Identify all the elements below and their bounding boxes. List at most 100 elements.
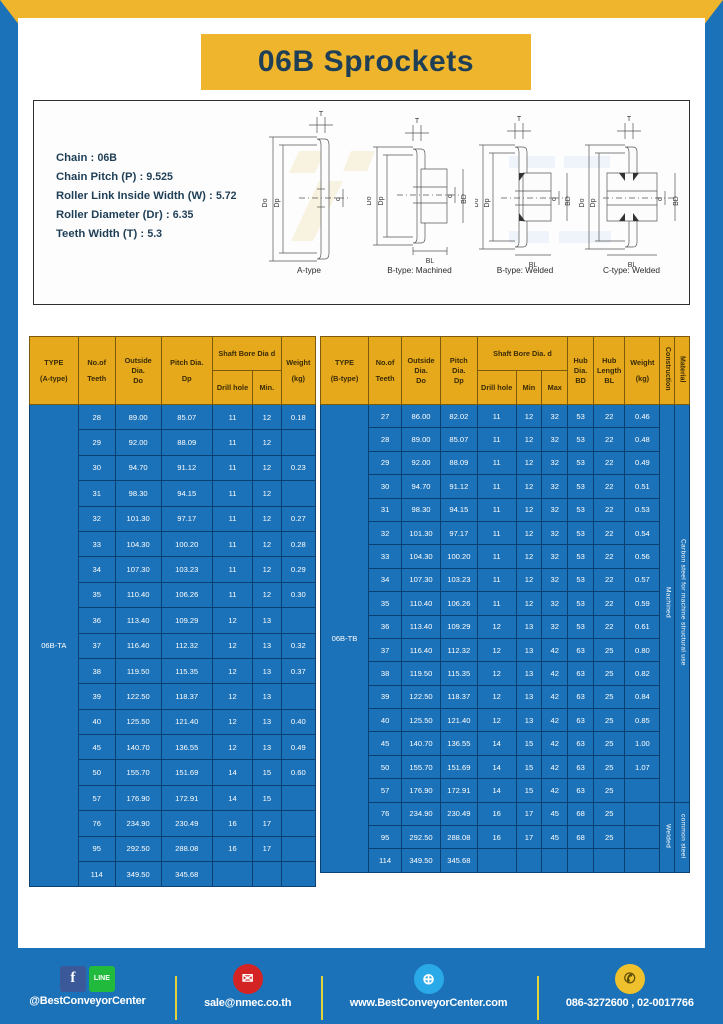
footer-item-phone[interactable]: ✆ 086-3272600 , 02-0017766: [536, 963, 723, 1020]
cell-min: 13: [515, 661, 543, 686]
spec-label-pitch: Chain Pitch (P): [56, 171, 137, 183]
cell-pitch-dia: 118.37: [439, 684, 478, 710]
cell-outside-dia: 125.50: [114, 708, 162, 736]
email-icon[interactable]: ✉: [232, 963, 263, 994]
cell-teeth: 28: [367, 427, 403, 452]
cell-hub-length: 22: [593, 450, 626, 476]
cell-outside-dia: 349.50: [114, 861, 162, 888]
footer-item-email[interactable]: ✉ sale@nmec.co.th: [174, 963, 321, 1020]
cell-max: 42: [541, 778, 569, 803]
cell-max: 32: [541, 520, 569, 546]
facebook-icon[interactable]: f: [59, 965, 86, 992]
cell-max: 32: [541, 567, 569, 593]
cell-outside-dia: 107.30: [114, 556, 162, 583]
cell-pitch-dia: 91.12: [439, 474, 478, 499]
cell-teeth: 31: [367, 497, 403, 522]
specification-panel: Chain : 06B Chain Pitch (P) : 9.525 Roll…: [33, 100, 690, 305]
footer-item-website[interactable]: ⊕ www.BestConveyorCenter.com: [320, 963, 537, 1020]
footer-item-facebook[interactable]: f LINE @BestConveyorCenter: [0, 965, 175, 1007]
cell-outside-dia: 140.70: [114, 734, 162, 761]
cell-outside-dia: 92.00: [114, 429, 162, 456]
dim-label-BD: BD: [461, 194, 468, 204]
cell-weight: 0.18: [280, 403, 317, 431]
table-row: 45 140.70 136.55 14 15 42 63 25 1.00: [321, 731, 690, 756]
cell-min: 12: [515, 403, 543, 429]
cell-drill-hole: 16: [476, 825, 517, 850]
cell-drill-hole: 14: [211, 784, 254, 812]
dim-label-d: d: [447, 194, 454, 198]
cell-weight: 1.07: [624, 754, 661, 780]
cell-hub-length: 25: [593, 684, 626, 710]
cell-pitch-dia: 115.35: [160, 657, 214, 685]
cell-teeth: 40: [367, 708, 403, 733]
cell-teeth: 95: [77, 835, 116, 863]
cell-outside-dia: 140.70: [401, 731, 441, 756]
cell-min: 15: [252, 784, 282, 812]
cell-min: 17: [252, 810, 282, 837]
cell-hub-length: [593, 848, 626, 873]
table-row: 36 113.40 109.29 12 13 32 53 22 0.61: [321, 614, 690, 639]
cell-pitch-dia: 121.40: [160, 708, 214, 736]
cell-weight: [280, 683, 317, 710]
cell-pitch-dia: 288.08: [160, 835, 214, 863]
website-icon[interactable]: ⊕: [413, 963, 444, 994]
table-row: 32 101.30 97.17 11 12 0.27: [30, 505, 317, 532]
cell-weight: 0.40: [280, 708, 317, 736]
cell-weight: [624, 825, 661, 850]
cell-hub-length: 22: [593, 497, 626, 522]
dim-label-BL: BL: [628, 262, 637, 269]
cell-weight: 0.53: [624, 497, 661, 522]
cell-outside-dia: 113.40: [401, 614, 441, 639]
cell-pitch-dia: 118.37: [160, 683, 214, 710]
cell-min: 12: [515, 427, 543, 452]
table-row: 35 110.40 106.26 11 12 0.30: [30, 581, 317, 609]
cell-min: 17: [515, 825, 543, 850]
cell-max: 32: [541, 614, 569, 639]
content-sheet: 06B Sprockets Chain : 06B Chain Pitch (P…: [18, 18, 705, 948]
cell-outside-dia: 349.50: [401, 848, 441, 873]
cell-outside-dia: 176.90: [401, 778, 441, 803]
spec-label-chain: Chain: [56, 152, 88, 164]
dim-label-T: T: [517, 116, 522, 123]
cell-drill-hole: 14: [476, 754, 517, 780]
phone-icon[interactable]: ✆: [614, 963, 645, 994]
cell-hub-length: 22: [593, 403, 626, 429]
cell-drill-hole: 11: [476, 497, 517, 522]
cell-hub-dia: 63: [567, 708, 595, 733]
table-row: 31 98.30 94.15 11 12 32 53 22 0.53: [321, 497, 690, 522]
cell-hub-length: 22: [593, 567, 626, 593]
cell-min: 13: [515, 614, 543, 639]
dim-label-BD: BD: [673, 196, 680, 206]
cell-teeth: 50: [367, 754, 403, 780]
footer-text-phone: 086-3272600 , 02-0017766: [565, 996, 694, 1009]
cell-construction-welded: Welded: [659, 801, 676, 873]
cell-drill-hole: 11: [211, 581, 254, 609]
cell-outside-dia: 113.40: [114, 607, 162, 634]
cell-pitch-dia: 106.26: [160, 581, 214, 609]
cell-outside-dia: 234.90: [114, 810, 162, 837]
cell-hub-length: 22: [593, 614, 626, 639]
table-row: 45 140.70 136.55 12 13 0.49: [30, 734, 317, 761]
cell-hub-dia: 68: [567, 825, 595, 850]
table-row: 33 104.30 100.20 11 12 32 53 22 0.56: [321, 544, 690, 569]
spec-value-roller-dia: 6.35: [172, 209, 194, 221]
cell-hub-dia: 53: [567, 474, 595, 499]
cell-min: 12: [252, 429, 282, 456]
cell-weight: 0.23: [280, 454, 317, 482]
line-icon[interactable]: LINE: [88, 965, 115, 992]
table-row: 38 119.50 115.35 12 13 42 63 25 0.82: [321, 661, 690, 686]
cell-drill-hole: 11: [476, 427, 517, 452]
cell-drill-hole: 11: [211, 556, 254, 583]
cell-teeth: 37: [367, 637, 403, 663]
cell-teeth: 57: [367, 778, 403, 803]
cell-max: [541, 848, 569, 873]
cell-outside-dia: 292.50: [114, 835, 162, 863]
cell-type-label: 06B-TA: [29, 403, 79, 888]
cell-weight: [280, 784, 317, 812]
cell-outside-dia: 101.30: [401, 520, 441, 546]
cell-weight: 0.37: [280, 657, 317, 685]
dim-label-Dp: Dp: [590, 198, 597, 207]
header-shaft-bore-group: Shaft Bore Dia d: [212, 336, 282, 371]
b-type-table-body: 06B-TB 27 86.00 82.02 11 12 32 53 22 0.46 Machined…: [320, 403, 690, 873]
